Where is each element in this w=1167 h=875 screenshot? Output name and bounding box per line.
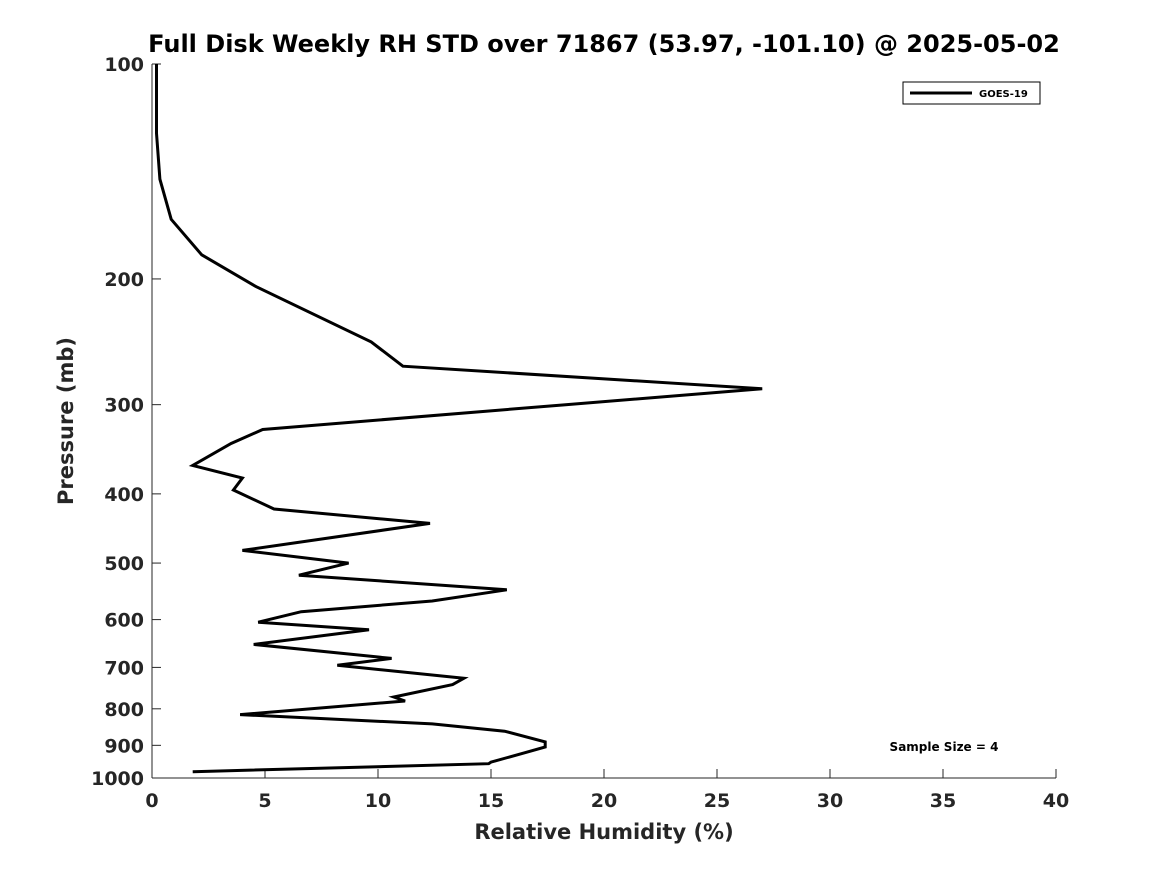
x-axis-label: Relative Humidity (%) [474, 820, 733, 844]
x-tick-label: 40 [1043, 790, 1069, 812]
y-tick-label: 500 [104, 553, 144, 575]
series-line-goes-19 [155, 64, 763, 774]
y-axis-label: Pressure (mb) [54, 337, 78, 505]
x-tick-label: 10 [365, 790, 391, 812]
y-tick-label: 300 [104, 395, 144, 417]
legend-label-goes-19: GOES-19 [979, 89, 1028, 100]
y-axis-ticks: 100 200 300 400 500 600 700 800 900 1000 [91, 54, 161, 790]
plot-area [151, 64, 1056, 779]
chart-title: Full Disk Weekly RH STD over 71867 (53.9… [148, 30, 1060, 58]
x-axis-ticks: 0 5 10 15 20 25 30 35 40 [145, 769, 1069, 812]
y-tick-label: 200 [104, 269, 144, 291]
y-tick-label: 700 [104, 657, 144, 679]
x-tick-label: 35 [930, 790, 956, 812]
x-tick-label: 20 [591, 790, 617, 812]
y-tick-label: 800 [104, 699, 144, 721]
y-tick-label: 400 [104, 484, 144, 506]
x-tick-label: 30 [817, 790, 843, 812]
y-tick-label: 900 [104, 735, 144, 757]
x-tick-label: 0 [145, 790, 158, 812]
y-tick-label: 1000 [91, 768, 144, 790]
x-tick-label: 15 [478, 790, 504, 812]
y-tick-label: 600 [104, 610, 144, 632]
sample-size-annotation: Sample Size = 4 [890, 740, 999, 754]
x-tick-label: 5 [258, 790, 271, 812]
y-tick-label: 100 [104, 54, 144, 76]
legend: GOES-19 [902, 81, 1041, 105]
series-layer [155, 64, 763, 774]
x-tick-label: 25 [704, 790, 730, 812]
